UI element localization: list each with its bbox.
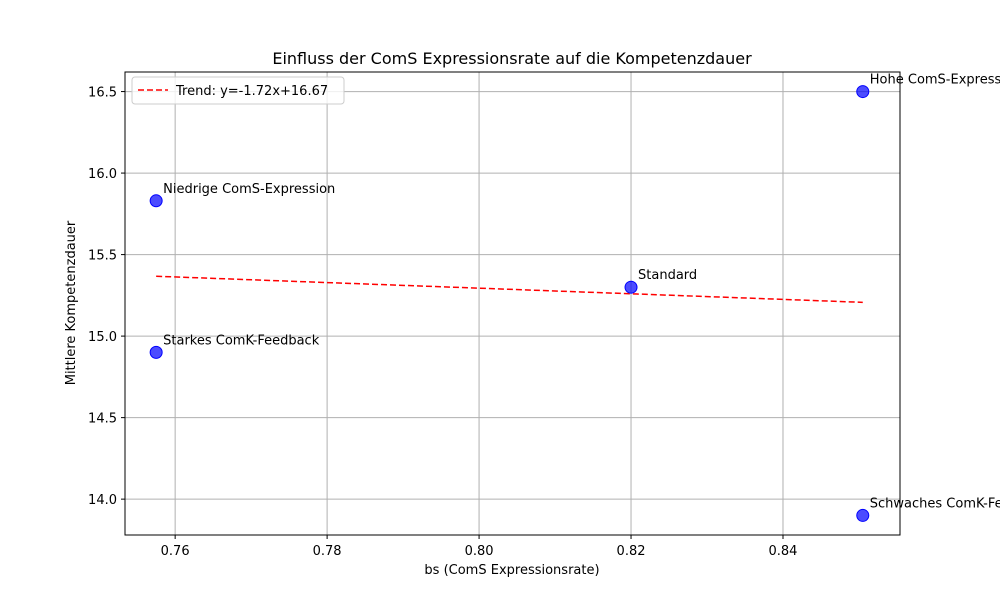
trend-line-group (156, 275, 863, 304)
x-tick-label: 0.82 (617, 544, 646, 559)
point-label: Hohe ComS-Expression (870, 73, 1000, 88)
point-label: Schwaches ComK-Feedback (870, 496, 1000, 511)
point-label: Starkes ComK-Feedback (163, 333, 320, 348)
y-tick-label: 15.0 (88, 330, 117, 345)
data-point (149, 345, 163, 359)
data-point (624, 280, 638, 294)
axis-ticks: 0.76 0.78 0.80 0.82 0.84 14.0 14.5 15.0 15.5 16.0… (88, 86, 797, 559)
legend: Trend: y=-1.72x+16.67 (131, 76, 345, 105)
chart-title: Einfluss der ComS Expressionsrate auf di… (272, 49, 752, 68)
plot-frame (124, 71, 901, 536)
y-tick-label: 15.5 (88, 249, 117, 264)
trend-line (156, 275, 863, 304)
data-points (149, 85, 870, 522)
y-tick-label: 14.0 (88, 493, 117, 508)
x-tick-label: 0.80 (465, 544, 494, 559)
data-point (856, 85, 870, 99)
y-tick-label: 16.0 (88, 167, 117, 182)
y-axis-label: Mittlere Kompetenzdauer (64, 220, 79, 385)
point-label: Standard (638, 268, 697, 283)
x-tick-label: 0.84 (769, 544, 798, 559)
x-axis-label: bs (ComS Expressionsrate) (424, 563, 599, 578)
point-annotations: Hohe ComS-Expression Niedrige ComS-Expres… (163, 73, 1000, 512)
data-point (149, 194, 163, 208)
data-point (856, 508, 870, 522)
y-tick-label: 14.5 (88, 412, 117, 427)
legend-box (131, 76, 345, 105)
point-label: Niedrige ComS-Expression (163, 182, 335, 197)
y-tick-label: 16.5 (88, 86, 117, 101)
x-tick-label: 0.76 (161, 544, 190, 559)
x-tick-label: 0.78 (313, 544, 342, 559)
grid (125, 72, 900, 535)
legend-trend-label: Trend: y=-1.72x+16.67 (175, 84, 328, 99)
